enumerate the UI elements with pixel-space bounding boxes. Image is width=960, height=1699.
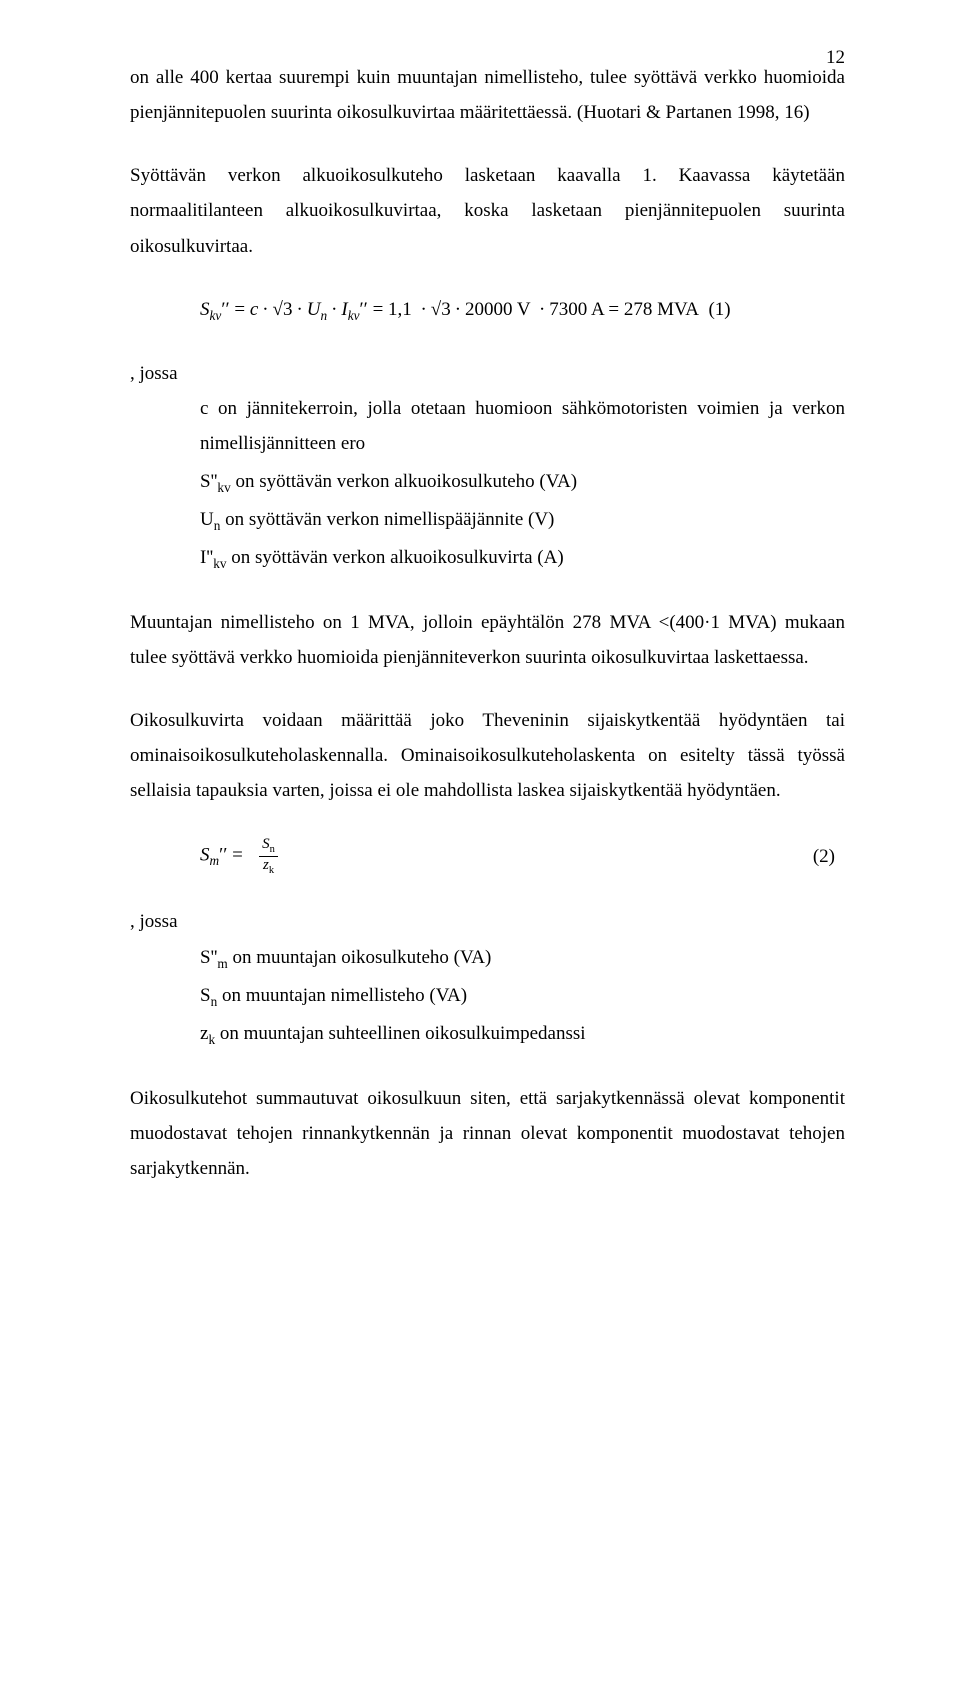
jossa-label-2: , jossa <box>130 904 845 939</box>
def-u-n: Un on syöttävän verkon nimellispääjännit… <box>200 502 845 538</box>
jossa-label-1: , jossa <box>130 356 845 391</box>
page: 12 on alle 400 kertaa suurempi kuin muun… <box>0 0 960 1699</box>
paragraph-3: Muuntajan nimellisteho on 1 MVA, jolloin… <box>130 605 845 675</box>
equation-2: Sm′′ = Sn zk (2) <box>130 836 845 876</box>
def-s-kv: S''kv on syöttävän verkon alkuoikosulkut… <box>200 464 845 500</box>
def-c: c on jännitekerroin, jolla otetaan huomi… <box>200 391 845 461</box>
definitions-block-1: , jossa c on jännitekerroin, jolla oteta… <box>130 356 845 577</box>
page-number: 12 <box>826 40 845 75</box>
paragraph-4: Oikosulkuvirta voidaan määrittää joko Th… <box>130 703 845 808</box>
equation-1: Skv′′ = c ∙ √3 ∙ Un ∙ Ikv′′ = 1,1 ∙ √3 ∙… <box>130 292 845 328</box>
def-s-n: Sn on muuntajan nimellisteho (VA) <box>200 978 845 1014</box>
equation-2-number: (2) <box>813 839 845 874</box>
def-s-m: S''m on muuntajan oikosulkuteho (VA) <box>200 940 845 976</box>
paragraph-5: Oikosulkutehot summautuvat oikosulkuun s… <box>130 1081 845 1186</box>
definitions-block-2: , jossa S''m on muuntajan oikosulkuteho … <box>130 904 845 1052</box>
definitions-list-1: c on jännitekerroin, jolla otetaan huomi… <box>130 391 845 576</box>
def-z-k: zk on muuntajan suhteellinen oikosulkuim… <box>200 1016 845 1052</box>
definitions-list-2: S''m on muuntajan oikosulkuteho (VA) Sn … <box>130 940 845 1053</box>
def-i-kv: I''kv on syöttävän verkon alkuoikosulkuv… <box>200 540 845 576</box>
paragraph-1: on alle 400 kertaa suurempi kuin muuntaj… <box>130 60 845 130</box>
paragraph-2: Syöttävän verkon alkuoikosulkuteho laske… <box>130 158 845 263</box>
